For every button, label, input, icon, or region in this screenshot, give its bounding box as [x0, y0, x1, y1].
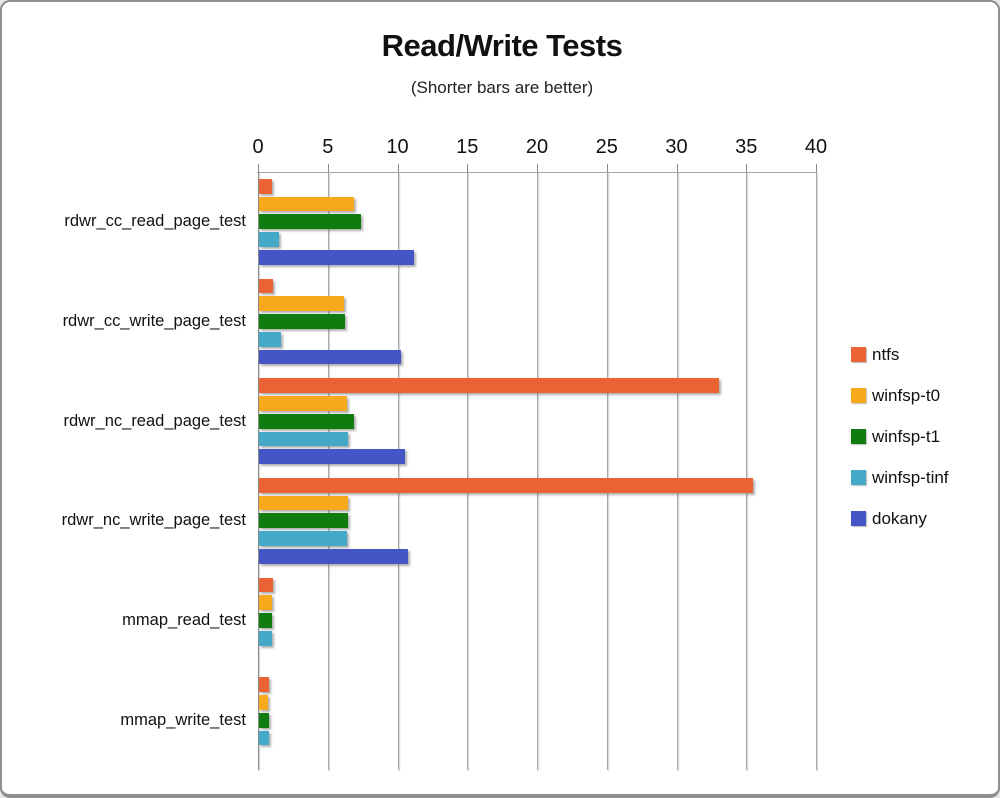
axis-tick	[537, 164, 538, 172]
category-label: rdwr_nc_read_page_test	[63, 411, 246, 430]
gridline	[397, 172, 399, 770]
x-tick-label: 40	[804, 136, 828, 158]
bar-dokany	[259, 548, 409, 564]
bar-winfsp-t1	[259, 413, 354, 429]
bar-winfsp-t0	[259, 695, 269, 710]
axis-tick	[746, 164, 748, 172]
x-tick-label: 15	[456, 136, 479, 158]
gridline	[327, 172, 329, 770]
bar-winfsp-t1	[259, 712, 269, 728]
gridline	[606, 172, 608, 770]
bar-winfsp-tinf	[259, 431, 349, 447]
chart-title: Read/Write Tests	[381, 28, 623, 63]
legend-swatch-icon	[851, 470, 866, 485]
gridline	[258, 172, 259, 770]
legend-swatch-icon	[851, 347, 866, 362]
bar-ntfs	[259, 278, 273, 294]
axis-tick	[327, 164, 329, 172]
bar-winfsp-t0	[259, 296, 345, 312]
bar-ntfs	[259, 179, 272, 194]
bar-ntfs	[259, 378, 720, 394]
axis-tick	[816, 164, 817, 172]
bar-winfsp-tinf	[259, 331, 282, 347]
category-label: rdwr_nc_write_page_test	[61, 511, 246, 530]
axis-tick	[258, 164, 259, 172]
gridline	[816, 172, 817, 770]
legend-item-winfsp-t1: winfsp-t1	[851, 416, 949, 457]
legend-item-dokany: dokany	[851, 498, 949, 539]
category-label: rdwr_cc_read_page_test	[64, 212, 246, 231]
bar-winfsp-t1	[259, 214, 361, 230]
bar-winfsp-t0	[259, 396, 347, 411]
bar-winfsp-t0	[259, 595, 273, 611]
bar-dokany	[259, 449, 406, 464]
bar-winfsp-tinf	[259, 730, 269, 746]
legend-label: dokany	[872, 508, 927, 528]
legend-swatch-icon	[851, 511, 866, 526]
x-tick-label: 30	[665, 136, 688, 158]
chart-subtitle: (Shorter bars are better)	[410, 78, 594, 97]
x-tick-label: 10	[386, 136, 409, 158]
x-tick-label: 0	[252, 136, 264, 158]
legend-label: ntfs	[872, 344, 900, 364]
x-tick-label: 35	[735, 136, 758, 158]
legend-swatch-icon	[851, 388, 866, 403]
legend-label: winfsp-tinf	[872, 467, 949, 487]
x-tick-label: 5	[322, 136, 334, 158]
axis-tick	[676, 164, 678, 172]
legend-item-winfsp-tinf: winfsp-tinf	[851, 457, 949, 498]
bar-winfsp-t0	[259, 196, 354, 212]
gridline	[467, 172, 469, 770]
legend-swatch-icon	[851, 429, 866, 444]
legend-item-winfsp-t0: winfsp-t0	[851, 375, 949, 416]
legend-item-ntfs: ntfs	[851, 334, 949, 375]
gridline	[676, 172, 678, 770]
legend-label: winfsp-t1	[872, 426, 941, 446]
x-tick-label: 20	[525, 136, 549, 158]
bar-winfsp-t1	[259, 314, 346, 329]
bar-winfsp-tinf	[259, 630, 273, 646]
category-label: mmap_write_test	[120, 710, 246, 729]
bar-ntfs	[259, 677, 269, 693]
x-tick-label: 25	[595, 136, 618, 158]
bar-dokany	[259, 349, 402, 365]
legend: ntfs winfsp-t0 winfsp-t1 winfsp-tinf dokany	[851, 334, 949, 539]
axis-tick	[606, 164, 608, 172]
bar-winfsp-t0	[259, 495, 349, 511]
gridline	[746, 172, 748, 770]
legend-label: winfsp-t0	[872, 385, 941, 405]
bar-dokany	[259, 249, 414, 265]
category-label: mmap_read_test	[122, 610, 246, 629]
category-label: rdwr_cc_write_page_test	[62, 311, 246, 330]
axis-tick	[467, 164, 469, 172]
bar-winfsp-tinf	[259, 531, 347, 546]
axis-tick	[397, 164, 399, 172]
gridline	[537, 172, 538, 770]
bar-winfsp-tinf	[259, 232, 279, 247]
bar-winfsp-t1	[259, 513, 349, 529]
bar-winfsp-t1	[259, 613, 272, 628]
bar-ntfs	[259, 577, 273, 593]
bar-ntfs	[259, 478, 753, 493]
